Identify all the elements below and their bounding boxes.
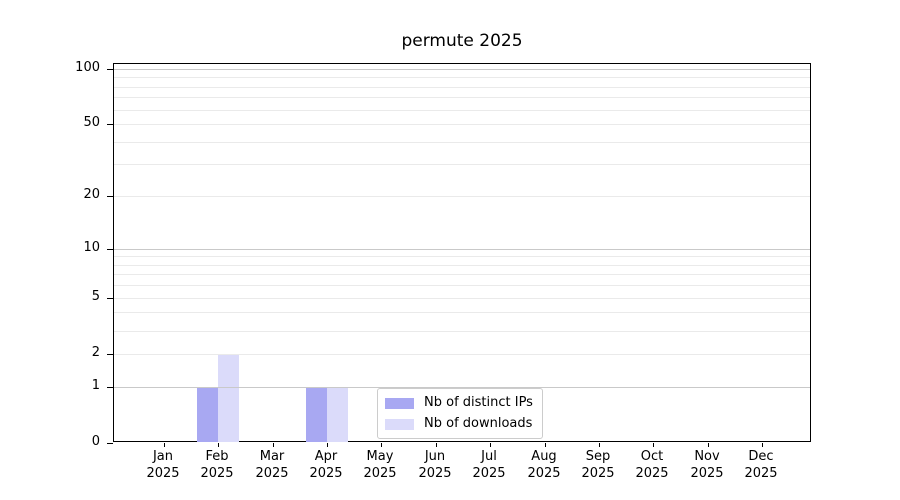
bar-distinct-ips: [306, 386, 327, 442]
legend-swatch-downloads-icon: [385, 418, 414, 430]
x-tick-mark: [545, 443, 546, 447]
gridline-minor: [114, 124, 810, 125]
x-tick-label: Jun 2025: [418, 449, 452, 481]
gridline-minor: [114, 97, 810, 98]
y-tick-label: 20: [83, 187, 100, 202]
chart-title: permute 2025: [401, 31, 523, 51]
x-tick-mark: [164, 443, 165, 447]
y-tick-mark: [107, 354, 113, 355]
y-tick-mark: [107, 124, 113, 125]
y-tick-label: 50: [83, 115, 100, 130]
bar-downloads: [218, 353, 239, 442]
legend-item-downloads: Nb of downloads: [385, 416, 533, 432]
y-tick-mark: [107, 387, 113, 388]
x-tick-label: Sep 2025: [581, 449, 615, 481]
y-tick-label: 100: [75, 60, 100, 75]
x-tick-label: Nov 2025: [690, 449, 724, 481]
gridline-minor: [114, 285, 810, 286]
gridline-minor: [114, 77, 810, 78]
gridline-minor: [114, 256, 810, 257]
x-tick-mark: [436, 443, 437, 447]
y-tick-label: 10: [83, 240, 100, 255]
gridline-minor: [114, 274, 810, 275]
y-tick-mark: [107, 298, 113, 299]
x-tick-label: Aug 2025: [527, 449, 561, 481]
legend-swatch-distinct-ips-icon: [385, 397, 414, 409]
x-tick-mark: [381, 443, 382, 447]
bar-downloads: [327, 386, 348, 442]
gridline-major: [114, 249, 810, 250]
gridline-minor: [114, 110, 810, 111]
plot-area: Nb of distinct IPs Nb of downloads: [107, 63, 811, 447]
y-tick-mark: [107, 69, 113, 70]
gridline-minor: [114, 298, 810, 299]
x-tick-mark: [762, 443, 763, 447]
gridline-minor: [114, 164, 810, 165]
x-tick-label: Jan 2025: [146, 449, 180, 481]
y-tick-mark: [107, 196, 113, 197]
x-tick-label: Feb 2025: [200, 449, 234, 481]
x-tick-label: Dec 2025: [744, 449, 778, 481]
legend-label-distinct-ips: Nb of distinct IPs: [424, 395, 533, 410]
x-tick-label: Apr 2025: [309, 449, 343, 481]
gridline-minor: [114, 354, 810, 355]
y-tick-mark: [107, 443, 113, 444]
x-tick-label: Oct 2025: [635, 449, 669, 481]
y-tick-mark: [107, 249, 113, 250]
bar-distinct-ips: [197, 386, 218, 442]
y-tick-label: 0: [91, 434, 100, 449]
y-tick-label: 2: [91, 345, 100, 360]
x-tick-mark: [708, 443, 709, 447]
y-tick-label: 1: [91, 378, 100, 393]
gridline-major: [114, 69, 810, 70]
x-tick-mark: [653, 443, 654, 447]
legend-item-distinct-ips: Nb of distinct IPs: [385, 395, 533, 411]
gridline-major: [114, 387, 810, 388]
x-tick-mark: [327, 443, 328, 447]
gridline-minor: [114, 331, 810, 332]
y-tick-label: 5: [91, 289, 100, 304]
x-tick-mark: [490, 443, 491, 447]
x-tick-label: Mar 2025: [255, 449, 289, 481]
gridline-minor: [114, 196, 810, 197]
x-tick-mark: [218, 443, 219, 447]
gridline-minor: [114, 142, 810, 143]
x-tick-label: May 2025: [363, 449, 397, 481]
gridline-minor: [114, 312, 810, 313]
legend-label-downloads: Nb of downloads: [424, 416, 533, 431]
x-tick-mark: [273, 443, 274, 447]
x-tick-label: Jul 2025: [472, 449, 506, 481]
gridline-minor: [114, 265, 810, 266]
gridline-minor: [114, 87, 810, 88]
legend: Nb of distinct IPs Nb of downloads: [377, 388, 543, 439]
x-tick-mark: [599, 443, 600, 447]
